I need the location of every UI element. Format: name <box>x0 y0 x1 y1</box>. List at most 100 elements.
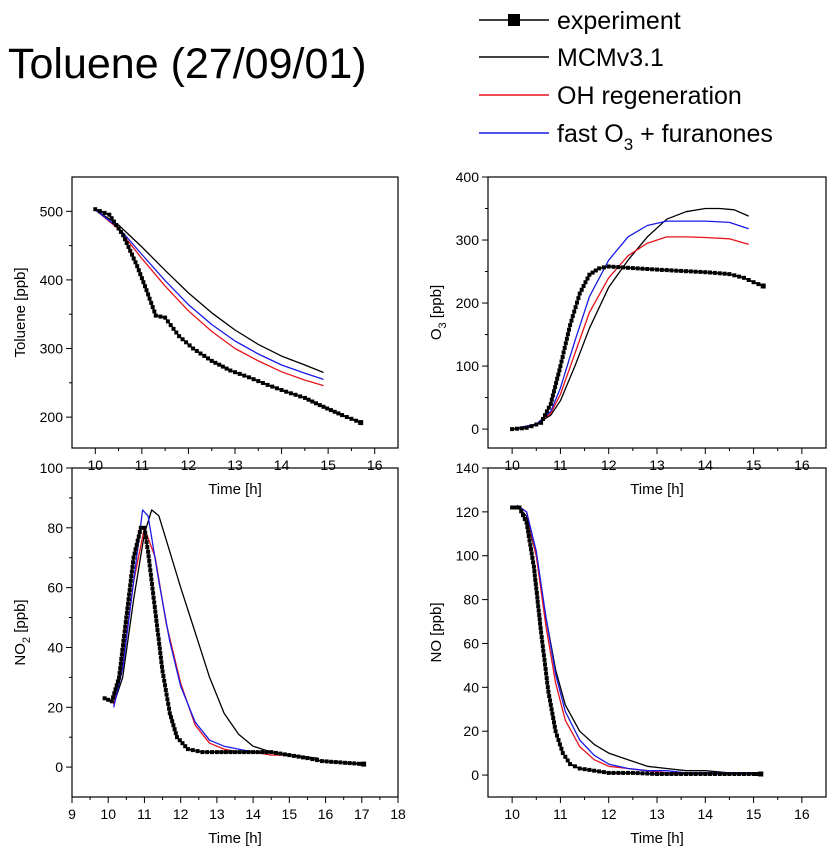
x-tick-label: 11 <box>553 806 568 822</box>
data-point <box>533 577 538 582</box>
y-tick-label: 140 <box>456 460 480 476</box>
data-point <box>751 280 756 285</box>
x-tick-label: 16 <box>794 457 810 473</box>
data-point <box>148 568 153 573</box>
data-point <box>693 772 698 776</box>
data-point <box>184 340 189 345</box>
data-point <box>156 632 161 637</box>
data-point <box>270 384 275 389</box>
x-tick-label: 12 <box>181 457 197 473</box>
y-tick-label: 300 <box>40 341 64 357</box>
data-point <box>751 772 756 776</box>
data-point <box>698 269 703 274</box>
data-point <box>127 592 132 597</box>
data-point <box>147 558 152 563</box>
data-point <box>119 652 124 657</box>
data-point <box>124 610 129 615</box>
x-tick-label: 13 <box>227 457 243 473</box>
data-point <box>568 762 573 767</box>
data-point <box>529 424 534 429</box>
data-point <box>555 733 559 738</box>
data-point <box>546 689 551 694</box>
data-point <box>158 655 163 660</box>
data-point <box>143 530 148 535</box>
data-point <box>302 395 307 400</box>
data-point <box>562 345 567 350</box>
data-point <box>325 406 330 411</box>
data-point <box>760 283 766 289</box>
series-model-line <box>511 220 749 430</box>
data-point <box>198 351 203 356</box>
data-point <box>137 530 142 535</box>
x-axis-label: Time [h] <box>208 830 262 847</box>
data-point <box>650 267 655 272</box>
y-tick-label: 0 <box>471 421 479 437</box>
data-point <box>712 772 717 776</box>
data-point <box>755 772 760 776</box>
x-tick-label: 14 <box>274 457 290 473</box>
data-point <box>273 750 278 755</box>
data-point <box>521 513 525 518</box>
y-axis-label: O3 [ppb] <box>428 285 449 340</box>
data-point <box>151 591 156 596</box>
legend: experiment MCMv3.1 OH regeneration fast O3 … <box>479 7 773 154</box>
data-point <box>121 638 126 643</box>
data-point <box>547 694 552 699</box>
data-point <box>129 574 134 579</box>
data-point <box>173 731 178 736</box>
data-point <box>160 664 164 669</box>
data-point <box>550 393 555 398</box>
series-model-line <box>113 509 319 759</box>
data-point <box>119 657 124 661</box>
data-point <box>531 564 536 569</box>
data-point <box>645 771 650 776</box>
legend-entry: experiment <box>479 7 681 35</box>
y-tick-label: 200 <box>456 295 480 311</box>
data-point <box>560 751 565 756</box>
data-point <box>336 411 341 416</box>
data-point <box>549 397 554 402</box>
series-model-line <box>94 209 324 374</box>
data-point <box>529 547 533 552</box>
data-point <box>630 266 635 271</box>
chart-panel: 9 10 11 12 13 14 15 16 17 18 0 20 40 60 80 100 Time [h] N… <box>12 460 406 847</box>
x-tick-label: 18 <box>390 806 406 822</box>
data-point <box>525 525 530 530</box>
legend-label: OH regeneration <box>557 82 742 110</box>
data-point <box>556 372 561 377</box>
data-point <box>577 291 582 296</box>
y-axis-label: NO [ppb] <box>428 602 445 662</box>
data-point <box>180 337 185 342</box>
chart-panel: 10 11 12 13 14 15 16 200 300 400 500 Time [h] Toluen… <box>12 176 399 498</box>
data-point <box>233 370 237 375</box>
data-point <box>144 288 149 293</box>
data-point <box>165 697 170 702</box>
data-point <box>213 360 218 365</box>
data-point <box>544 671 549 676</box>
data-point <box>149 300 154 305</box>
data-point <box>123 624 128 629</box>
y-tick-label: 200 <box>40 409 64 425</box>
data-point <box>97 209 102 214</box>
data-point <box>559 746 564 751</box>
data-point <box>237 371 242 376</box>
data-point <box>558 364 563 369</box>
data-point <box>524 520 529 525</box>
data-point <box>688 269 693 274</box>
data-point <box>732 273 737 278</box>
data-point <box>746 772 751 776</box>
data-point <box>114 223 119 227</box>
data-point <box>102 210 107 215</box>
data-point <box>139 276 144 281</box>
y-axis-label: NO2 [ppb] <box>12 599 33 665</box>
x-tick-label: 14 <box>697 457 713 473</box>
data-point <box>626 265 630 270</box>
data-point <box>537 617 542 622</box>
data-point <box>559 359 564 364</box>
data-point <box>242 373 247 378</box>
x-tick-label: 9 <box>68 806 76 822</box>
data-point <box>169 715 173 720</box>
y-tick-label: 120 <box>456 504 480 520</box>
data-point <box>242 750 247 755</box>
data-point <box>515 426 519 431</box>
